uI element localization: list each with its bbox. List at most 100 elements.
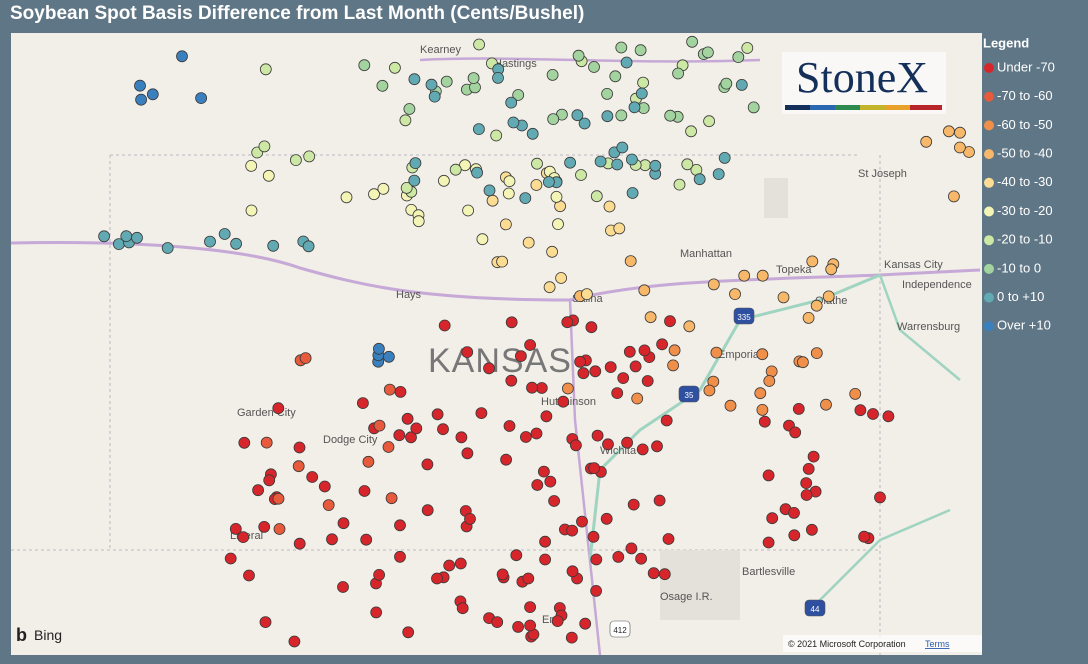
location-dot: [638, 344, 651, 357]
location-dot: [611, 387, 624, 400]
location-dot: [623, 345, 636, 358]
location-dot: [546, 245, 558, 258]
legend-title: Legend: [983, 35, 1029, 50]
location-dot: [522, 236, 535, 249]
location-dot: [267, 239, 280, 252]
location-dot: [263, 474, 276, 487]
location-dot: [464, 513, 476, 525]
location-dot: [747, 101, 760, 114]
location-dot: [383, 383, 396, 396]
location-dot: [462, 204, 475, 217]
location-dot: [358, 485, 371, 497]
location-dot: [530, 179, 543, 191]
location-dot: [522, 572, 535, 585]
legend-marker: [984, 263, 994, 274]
location-dot: [548, 495, 560, 507]
location-dot: [802, 311, 815, 324]
location-dot: [440, 75, 453, 88]
location-dot: [412, 215, 425, 228]
location-dot: [854, 404, 867, 417]
location-dot: [382, 441, 395, 453]
location-dot: [601, 88, 613, 100]
logo-background: [782, 52, 946, 114]
land-area: [764, 178, 788, 218]
location-dot: [585, 321, 598, 334]
location-dot: [600, 512, 613, 525]
location-dot: [135, 93, 148, 106]
location-dot: [306, 471, 319, 483]
location-dot: [579, 617, 592, 630]
location-dot: [800, 489, 813, 501]
location-dot: [161, 242, 174, 254]
bing-text: Bing: [34, 627, 62, 643]
location-dot: [604, 361, 617, 374]
location-dot: [405, 431, 417, 444]
legend-marker: [984, 149, 994, 160]
location-dot: [176, 50, 188, 63]
legend-label: -20 to -10: [997, 232, 1053, 247]
location-dot: [624, 255, 637, 268]
location-dot: [370, 606, 383, 619]
copyright: © 2021 Microsoft Corporation: [788, 639, 906, 649]
legend-label: Over +10: [997, 318, 1051, 333]
location-dot: [507, 116, 520, 129]
location-dot: [539, 553, 551, 566]
location-dot: [616, 141, 629, 154]
location-dot: [766, 512, 779, 525]
location-dot: [302, 240, 315, 253]
location-dot: [806, 523, 818, 536]
location-dot: [874, 491, 886, 504]
location-dot: [409, 157, 422, 170]
location-dot: [410, 422, 423, 435]
location-dot: [224, 552, 237, 565]
location-dot: [724, 399, 737, 412]
location-dot: [820, 398, 832, 411]
terms-link[interactable]: Terms: [925, 639, 950, 649]
location-dot: [245, 204, 258, 217]
location-dot: [625, 542, 638, 555]
location-dot: [686, 35, 698, 48]
city-label: Hays: [396, 289, 422, 301]
legend-marker: [984, 321, 994, 332]
location-dot: [601, 110, 614, 123]
dots: [98, 35, 975, 648]
location-dot: [712, 168, 725, 181]
location-dot: [272, 492, 285, 505]
location-dot: [408, 174, 421, 187]
legend-marker: [984, 120, 994, 131]
location-dot: [609, 70, 622, 83]
location-dot: [617, 372, 630, 385]
location-dot: [667, 359, 679, 372]
location-dot: [438, 319, 451, 332]
legend-label: -50 to -40: [997, 146, 1053, 161]
location-dot: [505, 316, 518, 329]
location-dot: [120, 230, 133, 243]
location-dot: [258, 521, 271, 533]
location-dot: [552, 218, 564, 231]
legend-label: Under -70: [997, 59, 1055, 74]
location-dot: [631, 392, 644, 405]
location-dot: [557, 395, 570, 408]
page-title: Soybean Spot Basis Difference from Last …: [10, 3, 585, 24]
location-dot: [551, 615, 564, 627]
location-dot: [732, 51, 745, 63]
logo-bar: [885, 105, 910, 110]
location-dot: [131, 231, 143, 244]
location-dot: [738, 269, 751, 282]
location-dot: [672, 67, 684, 80]
location-dot: [571, 109, 584, 122]
location-dot: [539, 535, 551, 548]
location-dot: [428, 90, 441, 103]
location-dot: [647, 567, 660, 580]
location-dot: [788, 529, 801, 542]
legend-label: -40 to -30: [997, 174, 1053, 189]
highway-shield: [733, 307, 755, 325]
location-dot: [499, 218, 512, 231]
location-dot: [303, 150, 316, 163]
location-dot: [800, 477, 813, 490]
location-dot: [572, 49, 585, 62]
location-dot: [581, 288, 593, 301]
location-dot: [431, 408, 444, 421]
